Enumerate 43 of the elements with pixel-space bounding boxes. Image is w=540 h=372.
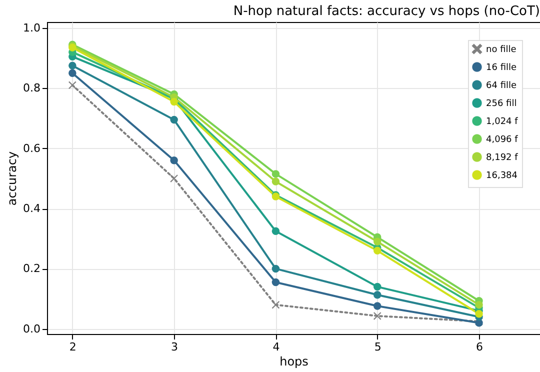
point [170,156,178,164]
chart-title: N-hop natural facts: accuracy vs hops (no-CoT) [233,4,540,19]
point [373,282,382,291]
x-tick-label: 2 [69,340,76,354]
point [170,98,178,106]
x-tick-label: 4 [272,340,280,354]
point [373,238,382,246]
y-tick-label: 0.6 [23,142,40,155]
point [373,291,382,299]
point [68,69,76,78]
x-tick-label: 3 [171,340,178,354]
legend-label: 16 fille [486,63,517,73]
point [272,278,280,286]
point [373,246,382,255]
point [272,170,280,178]
x-tick-label: 6 [476,340,484,354]
y-tick-label: 0.8 [23,82,40,95]
legend-label: no fille [486,45,517,55]
y-tick-label: 0.4 [23,202,40,216]
x-tick-label: 5 [374,340,382,354]
legend-label: 64 fille [486,81,517,91]
y-tick-label: 0.2 [23,262,40,276]
point [272,227,280,235]
point [373,312,382,320]
x-axis-title: hops [280,354,308,368]
legend-label: 4,096 f [486,135,519,145]
legend-label: 16,384 [486,171,518,181]
point [272,178,280,186]
point [170,116,178,124]
point [68,62,76,70]
point [272,300,280,309]
point [272,264,280,273]
point [475,300,483,309]
y-tick-label: 0.0 [23,322,40,336]
y-axis-title: accuracy [5,151,20,206]
point [170,174,178,182]
point [373,302,382,310]
point [68,81,76,90]
legend-label: 8,192 f [486,153,519,163]
legend-label: 1,024 f [486,117,519,127]
point [475,310,483,318]
y-tick-label: 1.0 [23,22,40,35]
legend-label: 256 fill [486,99,517,109]
